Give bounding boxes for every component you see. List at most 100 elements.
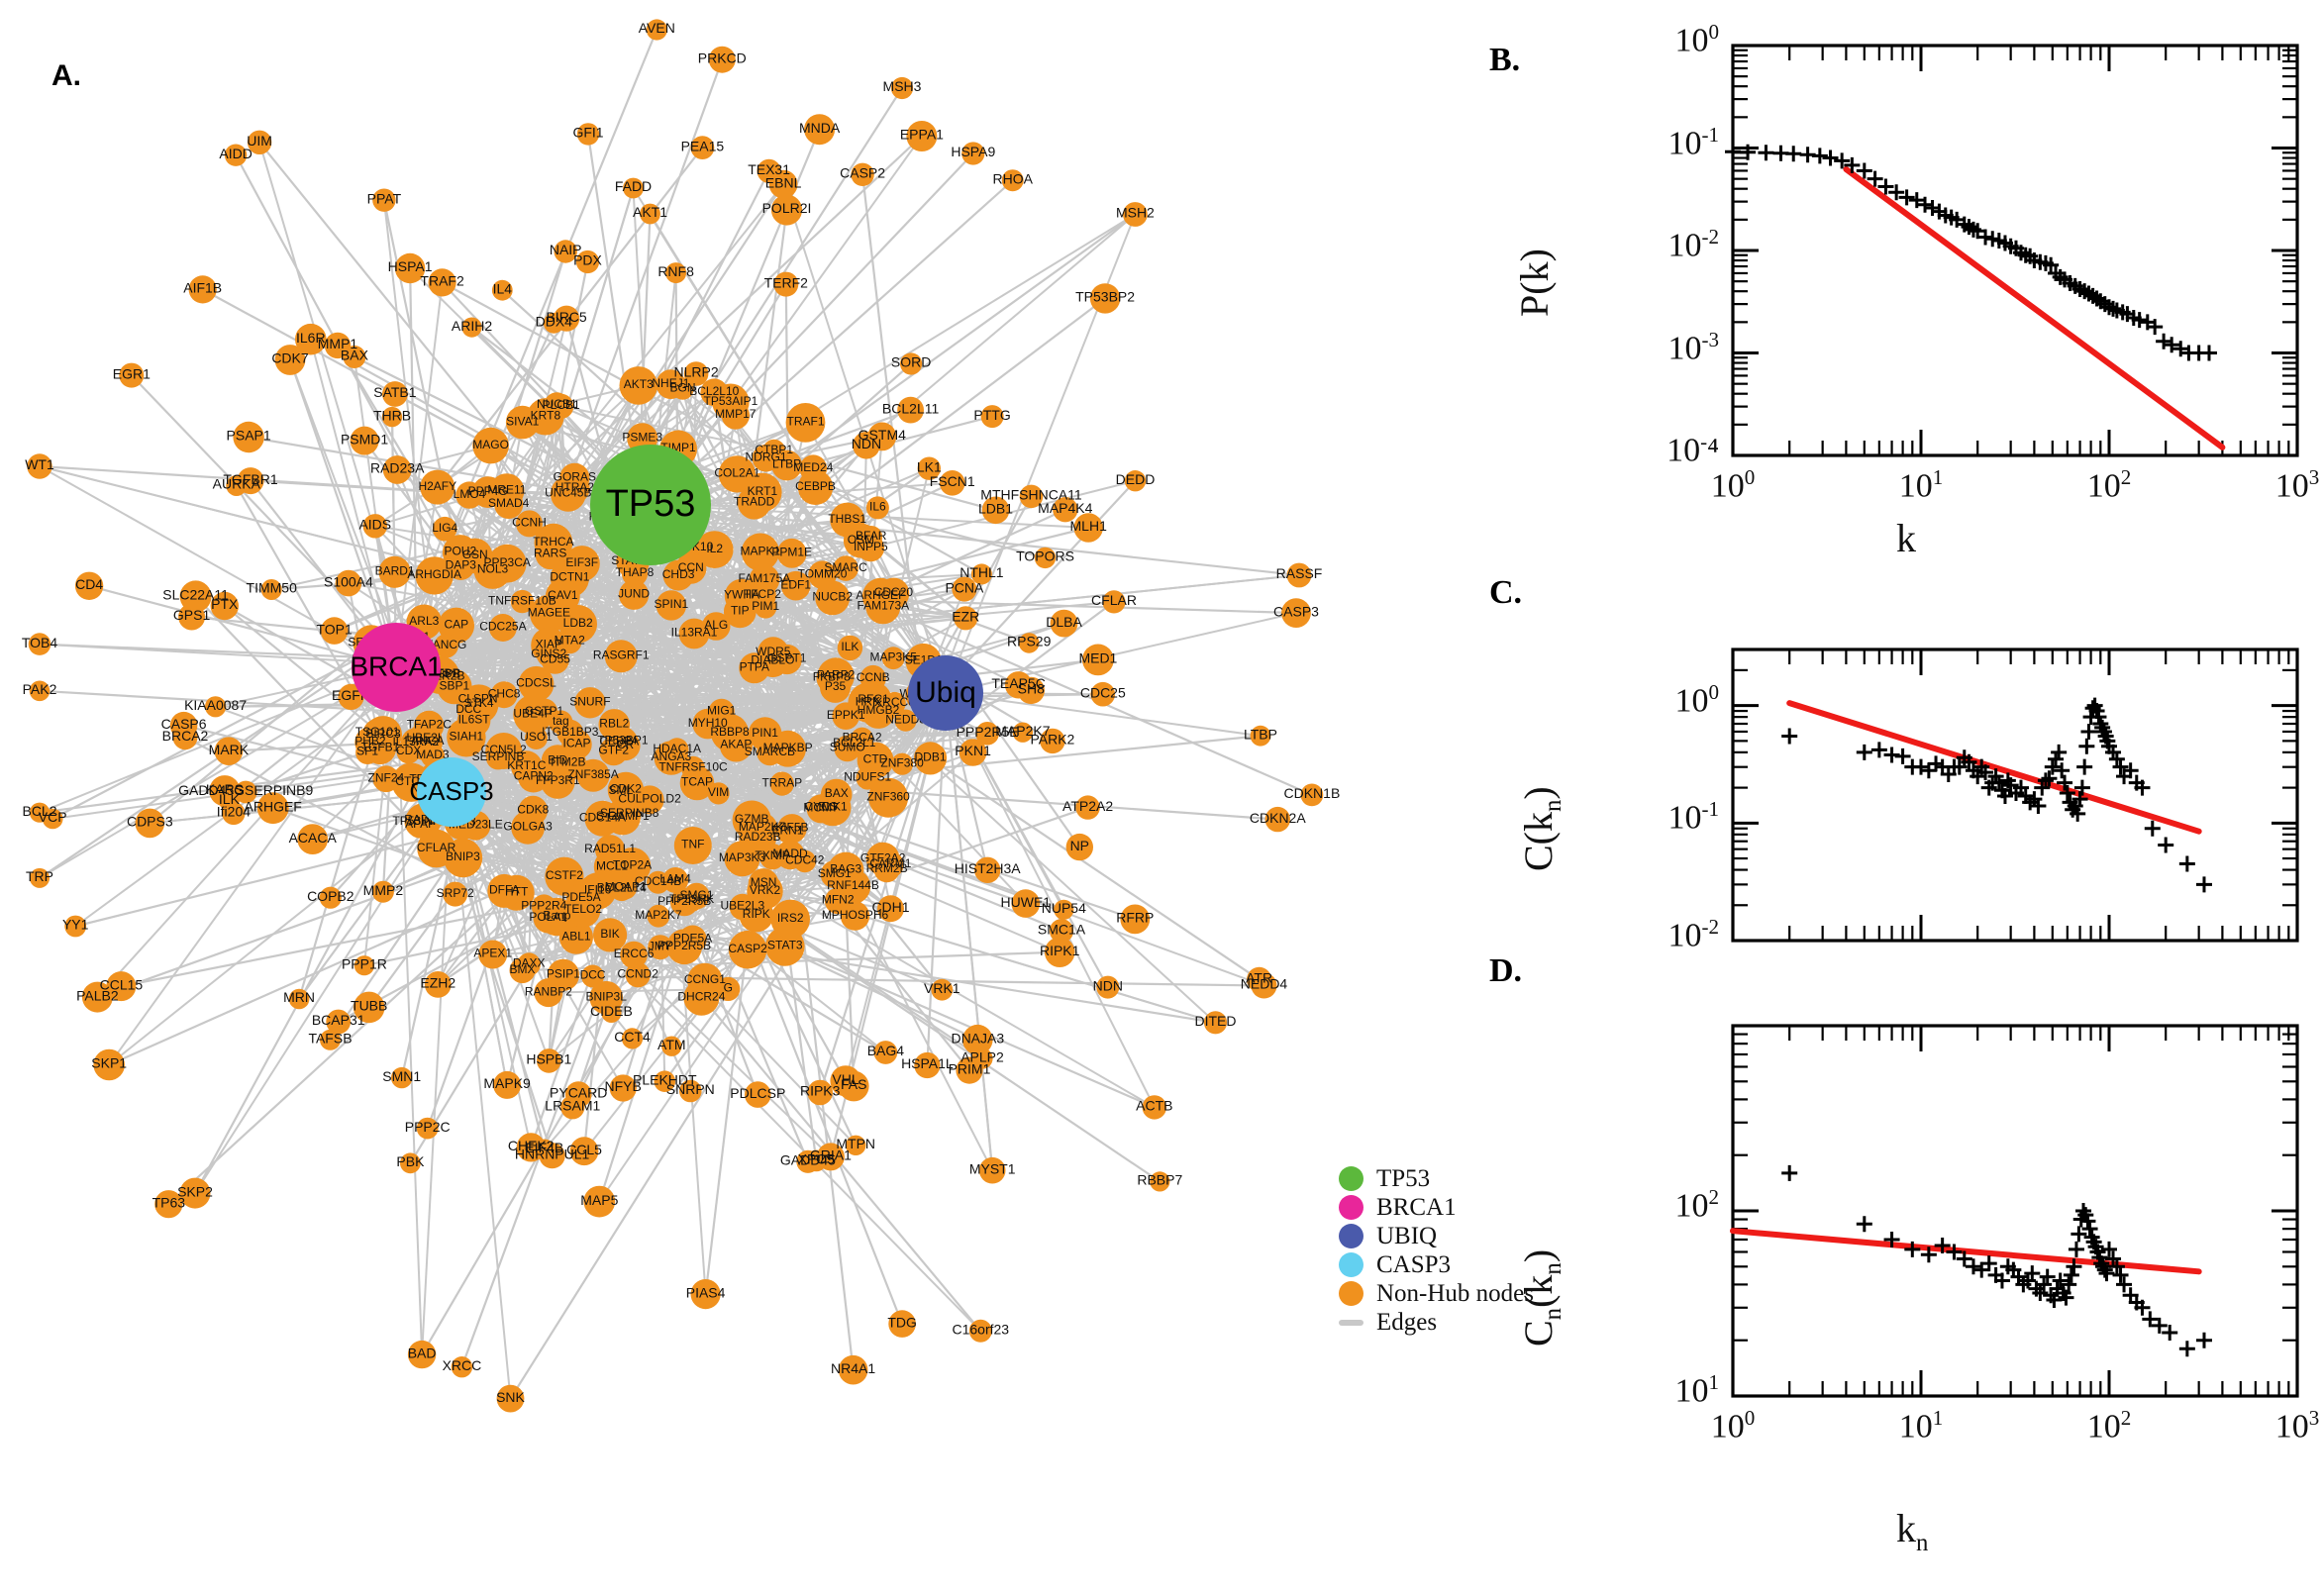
network-node[interactable] [617,802,642,827]
network-node[interactable] [27,453,52,479]
network-node[interactable] [757,645,789,678]
network-node[interactable] [906,121,938,151]
network-node[interactable] [593,918,628,952]
network-node[interactable] [888,1310,916,1338]
network-node[interactable] [576,123,600,146]
network-node[interactable] [894,709,917,732]
network-node[interactable] [205,696,227,718]
network-node[interactable] [564,1081,592,1108]
network-node[interactable] [647,904,670,928]
network-node[interactable] [1075,795,1100,820]
network-node[interactable] [119,362,145,388]
network-node[interactable] [589,980,623,1015]
network-node[interactable] [353,991,385,1024]
network-node[interactable] [222,801,246,826]
network-node[interactable] [461,317,482,338]
network-node[interactable] [234,780,257,804]
network-node[interactable] [648,935,673,960]
network-node[interactable] [867,422,897,451]
network-node[interactable] [443,838,483,878]
network-node[interactable] [531,894,556,920]
network-node[interactable] [485,746,511,770]
network-node[interactable] [846,1135,866,1156]
network-node[interactable] [974,856,1001,883]
network-node[interactable] [487,873,522,908]
network-node[interactable] [488,614,517,642]
network-node[interactable] [646,19,667,41]
network-node[interactable] [913,742,948,775]
network-node[interactable] [808,560,837,589]
network-node[interactable] [424,971,452,998]
network-node[interactable] [770,194,803,226]
network-node[interactable] [700,378,729,407]
network-node[interactable] [1203,1011,1228,1035]
network-node[interactable] [678,925,707,953]
network-node[interactable] [900,352,923,375]
network-node[interactable] [981,496,1010,525]
network-node[interactable] [796,1149,820,1173]
network-node[interactable] [1065,833,1094,861]
network-node[interactable] [378,555,411,588]
network-node[interactable] [931,978,954,1001]
network-node[interactable] [1040,728,1065,754]
network-node[interactable] [451,1356,473,1378]
network-node[interactable] [654,1070,676,1092]
network-node[interactable] [382,381,408,407]
hub-node-brca1[interactable] [352,623,441,712]
network-node[interactable] [890,76,914,100]
network-node[interactable] [1019,484,1044,509]
network-node[interactable] [511,810,545,845]
network-node[interactable] [455,481,483,509]
network-node[interactable] [804,114,836,146]
network-node[interactable] [683,361,709,386]
network-node[interactable] [478,940,508,969]
network-node[interactable] [980,405,1004,429]
network-node[interactable] [816,1143,845,1171]
network-node[interactable] [1286,562,1312,588]
network-node[interactable] [447,551,475,581]
network-node[interactable] [865,496,889,520]
network-node[interactable] [620,941,648,969]
network-node[interactable] [1123,202,1148,227]
network-node[interactable] [873,856,900,883]
network-node[interactable] [513,694,553,735]
network-node[interactable] [382,455,412,484]
network-node[interactable] [1150,1171,1170,1192]
network-node[interactable] [952,576,977,602]
network-node[interactable] [563,546,600,582]
network-node[interactable] [354,955,374,976]
network-node[interactable] [679,1079,702,1103]
network-node[interactable] [29,802,50,823]
hub-node-casp3[interactable] [417,757,486,827]
network-node[interactable] [371,880,394,903]
network-node[interactable] [320,617,349,645]
network-node[interactable] [559,472,590,504]
network-node[interactable] [859,526,883,549]
network-node[interactable] [210,591,239,621]
network-node[interactable] [838,1070,869,1102]
network-node[interactable] [665,262,687,284]
network-node[interactable] [707,782,730,805]
network-node[interactable] [719,729,754,762]
network-node[interactable] [288,988,310,1010]
network-node[interactable] [780,570,811,601]
network-node[interactable] [595,835,626,865]
network-node[interactable] [833,555,858,581]
network-node[interactable] [673,827,712,864]
network-node[interactable] [1012,722,1034,743]
network-node[interactable] [758,844,786,870]
network-node[interactable] [837,635,863,661]
network-node[interactable] [135,808,165,839]
network-node[interactable] [848,682,888,723]
network-node[interactable] [30,867,50,888]
network-node[interactable] [728,930,767,969]
network-node[interactable] [372,188,396,212]
network-node[interactable] [362,514,387,539]
network-node[interactable] [687,962,723,999]
network-node[interactable] [1096,975,1120,999]
network-node[interactable] [748,868,779,899]
network-node[interactable] [472,427,509,464]
network-node[interactable] [490,681,518,709]
network-node[interactable] [773,271,799,297]
network-node[interactable] [400,1152,421,1174]
